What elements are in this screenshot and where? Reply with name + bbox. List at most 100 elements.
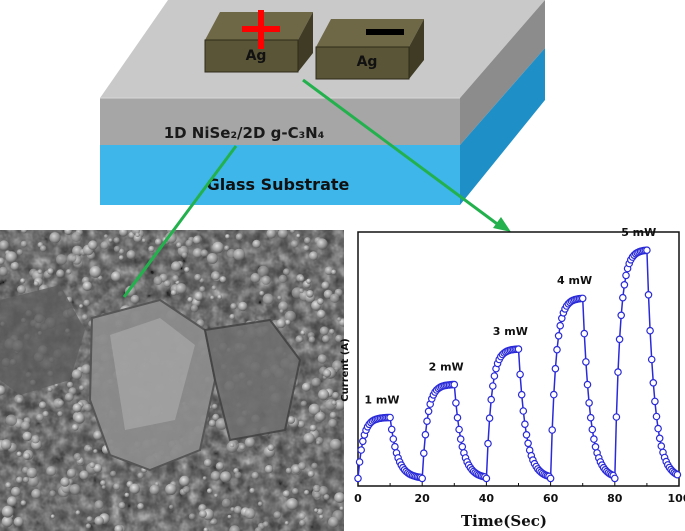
sem-particle <box>332 391 340 399</box>
photocurrent-chart: 0 20 40 60 80 100 1 mW 2 mW 3 mW 4 mW 5 mW Time(S… <box>340 226 685 530</box>
plus-sign-icon <box>242 10 280 49</box>
sem-particle <box>81 314 88 321</box>
chart-point <box>588 425 597 434</box>
sem-particle <box>230 303 237 310</box>
chart-point <box>643 246 651 255</box>
sem-particle <box>46 466 57 477</box>
sem-particle <box>257 501 263 507</box>
sem-particle <box>66 269 72 275</box>
sem-particle <box>49 490 56 497</box>
chart-annotation: 5 mW <box>621 226 656 239</box>
sem-particle <box>6 496 18 507</box>
sem-particle <box>179 475 190 487</box>
sem-particle <box>331 269 337 275</box>
sem-particle <box>215 462 224 471</box>
electrode-left: Ag <box>204 12 313 73</box>
sem-particle <box>298 512 306 520</box>
sem-particle <box>49 232 61 244</box>
sem-particle <box>329 438 342 451</box>
sem-particle <box>163 280 171 288</box>
chart-point <box>455 425 463 434</box>
sem-particle <box>23 476 29 483</box>
sem-particle <box>200 249 209 257</box>
chart-point <box>654 424 662 433</box>
sem-particle <box>101 485 106 490</box>
sem-particle <box>64 230 73 235</box>
sem-particle <box>339 506 344 511</box>
substrate-side <box>460 48 545 205</box>
sem-particle <box>93 463 103 473</box>
sem-particle <box>210 518 218 525</box>
sem-particle <box>71 424 79 431</box>
sem-particle <box>203 459 212 467</box>
chart-point <box>490 372 499 380</box>
chart-point <box>517 390 526 399</box>
sem-particle <box>172 275 180 282</box>
sem-particle <box>316 508 324 515</box>
sem-particle <box>233 506 242 514</box>
chart-point <box>647 355 656 364</box>
sem-particle <box>230 507 235 512</box>
sem-particle <box>154 238 162 246</box>
sem-particle <box>185 239 193 247</box>
chart-point <box>354 474 362 483</box>
sem-particle <box>329 411 337 419</box>
sem-particle <box>38 401 47 410</box>
sem-particle <box>283 268 290 276</box>
sem-image <box>0 230 344 531</box>
chart-point <box>578 294 587 303</box>
sem-particle <box>315 411 326 422</box>
sem-particle <box>267 444 275 451</box>
sem-particle <box>79 470 89 480</box>
sem-particle <box>170 289 177 296</box>
chart-point <box>418 474 427 483</box>
sem-particle <box>89 266 102 278</box>
sem-particle <box>13 516 24 527</box>
chart-annotation: 4 mW <box>557 274 592 287</box>
sem-particle <box>331 400 337 406</box>
sem-particle <box>88 240 98 250</box>
sem-particle <box>299 288 304 294</box>
sem-particle <box>303 245 310 252</box>
sem-particle <box>290 230 295 234</box>
sem-particle <box>137 503 145 510</box>
sem-particle <box>130 294 140 304</box>
sem-particle <box>110 470 117 477</box>
sem-particle <box>206 253 218 264</box>
electrode-right: Ag <box>315 19 424 80</box>
sem-particle <box>318 389 330 401</box>
sem-particle <box>322 335 330 343</box>
sem-particle <box>20 278 26 284</box>
sem-particle <box>47 387 53 392</box>
sem-particle <box>0 257 5 265</box>
chart-point <box>651 397 659 406</box>
chart-point <box>585 399 593 407</box>
sem-particle <box>153 276 163 286</box>
sem-particle <box>190 304 199 313</box>
sem-particle <box>217 294 223 300</box>
sem-particle <box>79 304 84 309</box>
sem-particle <box>176 242 182 249</box>
sem-particle <box>20 500 27 506</box>
sem-particle <box>311 377 321 387</box>
chart-annotation: 3 mW <box>493 325 528 338</box>
sem-particle <box>295 335 304 344</box>
chart-point <box>646 326 654 335</box>
chart-point <box>556 321 565 330</box>
sem-particle <box>0 439 12 450</box>
chart-point <box>485 414 494 423</box>
sem-particle <box>113 483 121 491</box>
sem-particle <box>60 477 70 487</box>
sem-particle <box>124 492 130 498</box>
sem-particle <box>22 431 33 442</box>
sem-particle <box>20 421 31 431</box>
electrode-right-label: Ag <box>357 54 378 70</box>
device-schematic: Ag Ag 1D NiSe₂/2D g-C₃N₄ Glass Substrate <box>100 0 545 205</box>
chart-ylabel: Current (A) <box>340 338 351 401</box>
chart-point <box>482 474 491 483</box>
sem-particle <box>285 319 291 326</box>
arrow-head-icon <box>493 217 511 232</box>
chart-point <box>614 368 622 376</box>
chart-xtick-label: 80 <box>607 492 623 505</box>
sem-particle <box>225 234 230 239</box>
